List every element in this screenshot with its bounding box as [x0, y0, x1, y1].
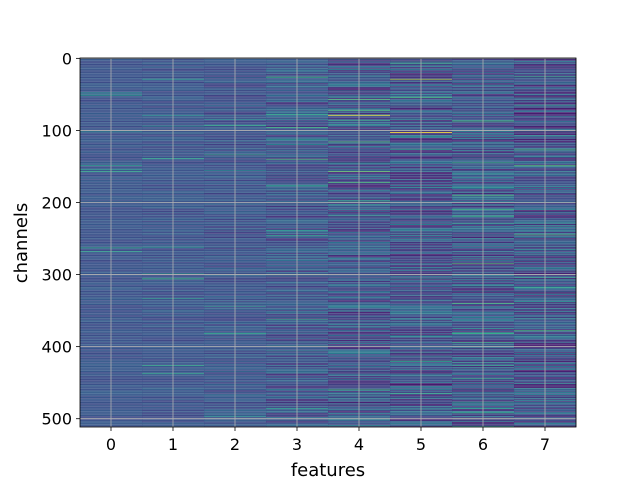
x-tick-label: 0: [106, 435, 116, 454]
x-tick-label: 3: [292, 435, 302, 454]
y-tick-label: 500: [41, 410, 72, 429]
x-tick-label: 2: [230, 435, 240, 454]
y-tick-label: 400: [41, 338, 72, 357]
x-axis-label: features: [291, 460, 365, 480]
plot-area: [79, 57, 577, 428]
x-tick-label: 4: [354, 435, 364, 454]
y-tick-label: 300: [41, 266, 72, 285]
y-axis-label: channels: [11, 203, 32, 284]
y-tick-label: 100: [41, 121, 72, 140]
grid-lines: [80, 57, 576, 427]
x-tick-label: 7: [540, 435, 550, 454]
x-axis-ticks: 0 1 2 3 4 5 6 7: [106, 427, 550, 454]
plot-frame: [79, 57, 577, 428]
x-tick-label: 5: [416, 435, 426, 454]
x-tick-label: 1: [168, 435, 178, 454]
x-tick-label: 6: [478, 435, 488, 454]
heatmap-cells: [80, 58, 577, 428]
y-tick-label: 200: [41, 194, 72, 213]
y-tick-label: 0: [62, 49, 72, 68]
y-axis-ticks: 0 100 200 300 400 500: [41, 49, 80, 429]
